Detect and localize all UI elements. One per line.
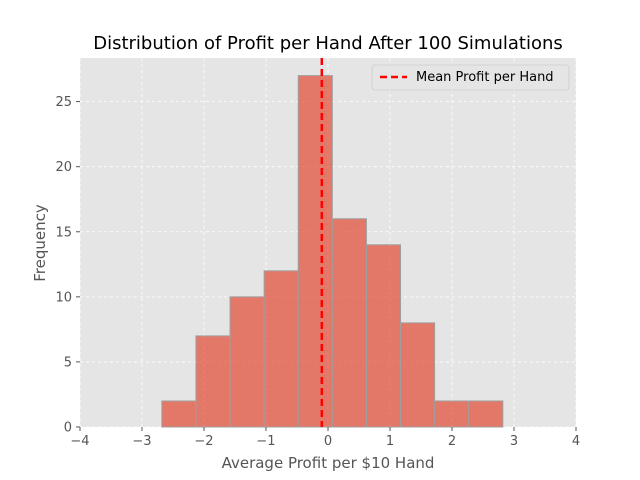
histogram-bar [161,400,197,428]
x-tick-label: 4 [572,434,580,449]
chart-title: Distribution of Profit per Hand After 10… [93,33,563,54]
x-tick-label: −4 [70,434,89,449]
histogram-bar [434,400,470,428]
y-tick-label: 10 [55,290,72,305]
y-axis-ticks: 0 5 10 15 20 25 [55,95,80,436]
histogram-bar [365,244,402,428]
x-tick-label: 0 [324,434,332,449]
histogram-bar [195,335,231,428]
legend-box [371,64,570,91]
histogram-bar [263,270,299,428]
histogram-bar [229,296,265,428]
histogram-bars [161,75,504,428]
legend-entry-mean: Mean Profit per Hand [416,70,554,85]
x-tick-label: −3 [132,434,151,449]
x-axis-label: Average Profit per $10 Hand [222,454,435,472]
x-tick-label: −2 [194,434,213,449]
x-tick-label: 3 [510,434,518,449]
histogram-bar [331,218,367,428]
y-tick-label: 5 [64,355,72,370]
histogram-bar [400,322,436,428]
histogram-bar [468,400,504,428]
x-tick-label: −1 [256,434,275,449]
legend: Mean Profit per Hand [371,64,570,91]
x-axis-ticks: −4 −3 −2 −1 0 1 2 3 4 [70,427,580,449]
y-axis-label: Frequency [31,204,49,282]
y-tick-label: 15 [55,225,72,240]
y-tick-label: 0 [64,421,72,436]
x-tick-label: 1 [386,434,394,449]
y-tick-label: 25 [55,95,72,110]
x-tick-label: 2 [448,434,456,449]
histogram-bar [297,75,333,428]
y-tick-label: 20 [55,160,72,175]
